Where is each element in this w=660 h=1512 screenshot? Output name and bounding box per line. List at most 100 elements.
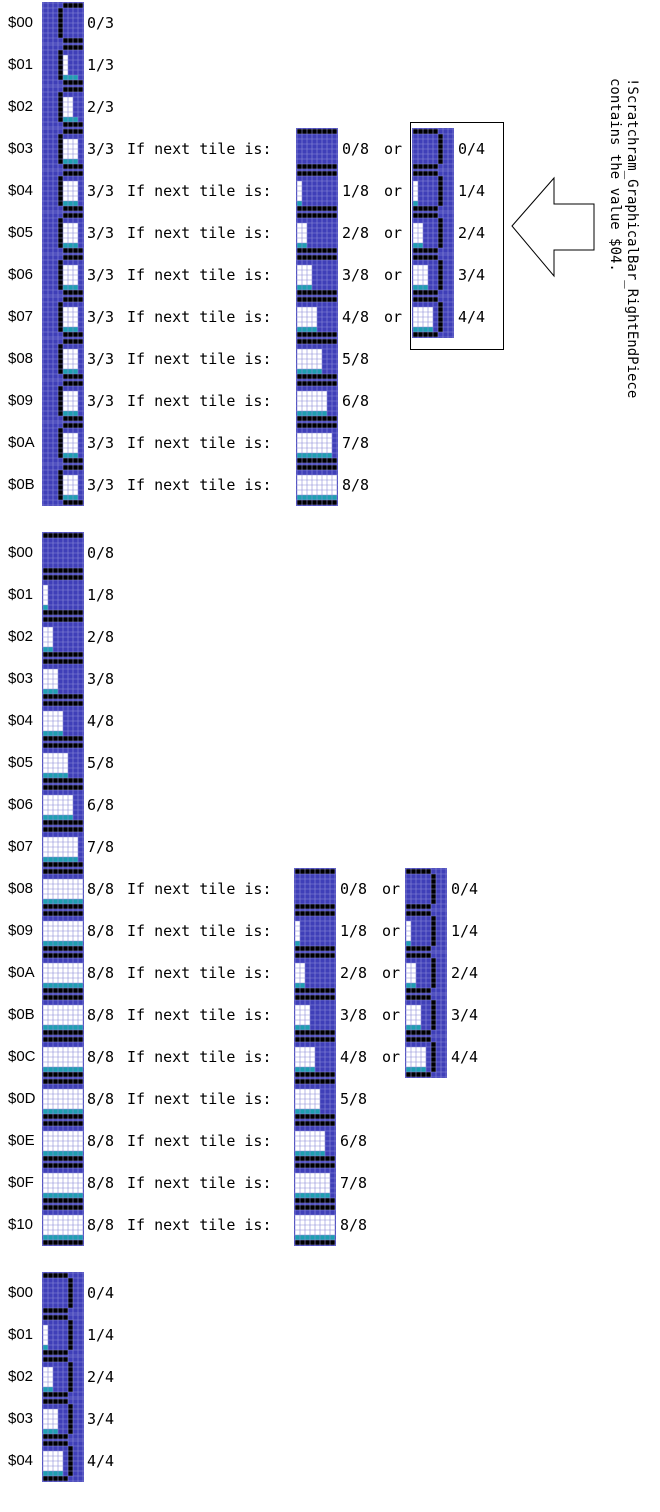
next-end-label: 0/4	[458, 140, 486, 158]
next-end-tile	[412, 170, 454, 212]
row-index: $02	[8, 628, 34, 645]
row-fill-label: 6/8	[87, 796, 115, 814]
row-index: $04	[8, 712, 34, 729]
if-next-label: If next tile is:	[127, 964, 272, 982]
next-end-tile	[412, 254, 454, 296]
row-index: $0D	[8, 1090, 36, 1107]
middle-tile	[42, 742, 84, 784]
next-middle-label: 5/8	[340, 1090, 368, 1108]
left-tile	[42, 128, 84, 170]
if-next-label: If next tile is:	[127, 434, 272, 452]
middle-tile	[42, 910, 84, 952]
row-index: $09	[8, 392, 34, 409]
row-index: $08	[8, 880, 34, 897]
or-label: or	[382, 1048, 401, 1066]
next-middle-tile	[294, 952, 336, 994]
next-middle-tile	[294, 910, 336, 952]
row-fill-label: 8/8	[87, 1216, 115, 1234]
or-label: or	[382, 1006, 401, 1024]
next-middle-label: 8/8	[340, 1216, 368, 1234]
next-middle-tile	[294, 1204, 336, 1246]
if-next-label: If next tile is:	[127, 350, 272, 368]
if-next-label: If next tile is:	[127, 1090, 272, 1108]
note-vertical: !Scratchram_GraphicalBar_RightEndPiece c…	[604, 78, 644, 468]
if-next-label: If next tile is:	[127, 392, 272, 410]
row-index: $01	[8, 1326, 34, 1343]
left-tile	[42, 464, 84, 506]
row-fill-label: 8/8	[87, 1048, 115, 1066]
row-index: $06	[8, 796, 34, 813]
row-index: $00	[8, 544, 34, 561]
right-tile	[42, 1398, 84, 1440]
or-label: or	[384, 308, 403, 326]
next-middle-tile	[294, 1120, 336, 1162]
row-fill-label: 3/3	[87, 266, 115, 284]
middle-tile	[42, 1078, 84, 1120]
next-middle-tile	[296, 296, 338, 338]
row-fill-label: 3/3	[87, 140, 115, 158]
right-end-options-box	[410, 122, 504, 350]
or-label: or	[384, 140, 403, 158]
if-next-label: If next tile is:	[127, 476, 272, 494]
middle-tile	[42, 952, 84, 994]
row-fill-label: 0/3	[87, 14, 115, 32]
if-next-label: If next tile is:	[127, 1174, 272, 1192]
row-index: $0F	[8, 1174, 34, 1191]
next-end-tile	[412, 212, 454, 254]
next-middle-tile	[294, 1078, 336, 1120]
left-arrow-icon	[511, 176, 595, 278]
next-middle-tile	[296, 212, 338, 254]
row-fill-label: 8/8	[87, 922, 115, 940]
next-end-label: 0/4	[451, 880, 479, 898]
row-index: $05	[8, 754, 34, 771]
or-label: or	[382, 880, 401, 898]
if-next-label: If next tile is:	[127, 1132, 272, 1150]
row-fill-label: 5/8	[87, 754, 115, 772]
right-tile	[42, 1314, 84, 1356]
row-fill-label: 2/3	[87, 98, 115, 116]
next-middle-tile	[296, 464, 338, 506]
middle-tile	[42, 658, 84, 700]
next-end-label: 4/4	[458, 308, 486, 326]
row-fill-label: 4/8	[87, 712, 115, 730]
row-fill-label: 4/4	[87, 1452, 115, 1470]
if-next-label: If next tile is:	[127, 140, 272, 158]
row-index: $09	[8, 922, 34, 939]
row-fill-label: 7/8	[87, 838, 115, 856]
next-middle-tile	[294, 994, 336, 1036]
next-middle-label: 3/8	[340, 1006, 368, 1024]
next-middle-tile	[296, 128, 338, 170]
left-tile	[42, 296, 84, 338]
next-middle-label: 8/8	[342, 476, 370, 494]
if-next-label: If next tile is:	[127, 1048, 272, 1066]
next-middle-tile	[294, 1162, 336, 1204]
note-line-2: contains the value $04.	[607, 78, 623, 272]
row-index: $03	[8, 670, 34, 687]
or-label: or	[384, 224, 403, 242]
next-middle-label: 3/8	[342, 266, 370, 284]
next-end-tile	[405, 910, 447, 952]
if-next-label: If next tile is:	[127, 922, 272, 940]
middle-tile	[42, 616, 84, 658]
row-fill-label: 0/4	[87, 1284, 115, 1302]
right-tile	[42, 1356, 84, 1398]
row-fill-label: 8/8	[87, 1090, 115, 1108]
row-fill-label: 3/3	[87, 224, 115, 242]
if-next-label: If next tile is:	[127, 182, 272, 200]
next-middle-label: 4/8	[340, 1048, 368, 1066]
if-next-label: If next tile is:	[127, 1216, 272, 1234]
next-middle-label: 2/8	[340, 964, 368, 982]
middle-tile	[42, 994, 84, 1036]
if-next-label: If next tile is:	[127, 224, 272, 242]
row-fill-label: 3/8	[87, 670, 115, 688]
row-index: $0A	[8, 434, 35, 451]
row-index: $00	[8, 1284, 34, 1301]
row-fill-label: 3/3	[87, 392, 115, 410]
row-index: $0A	[8, 964, 35, 981]
left-tile	[42, 338, 84, 380]
or-label: or	[382, 964, 401, 982]
row-index: $04	[8, 182, 34, 199]
row-index: $06	[8, 266, 34, 283]
row-index: $10	[8, 1216, 34, 1233]
